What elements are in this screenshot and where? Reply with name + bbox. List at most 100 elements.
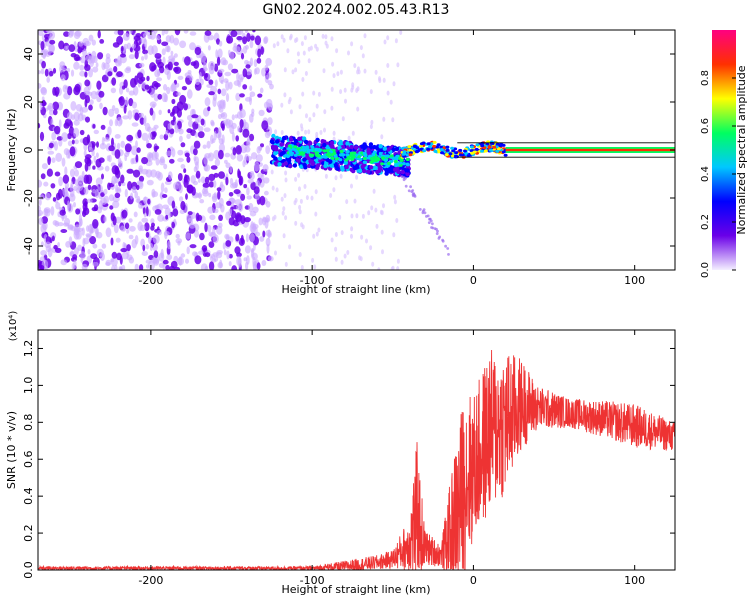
spectrogram-core-cell	[293, 145, 298, 149]
spectrogram-noise-cell	[138, 175, 145, 182]
spectrogram-noise-cell	[180, 164, 186, 169]
spectrogram-transition-cell	[445, 148, 450, 152]
spectrogram-noise-cell	[79, 251, 86, 260]
spectrogram-noise-cell	[41, 99, 46, 107]
spectrogram-faint-cell	[350, 233, 353, 239]
snr-x-axis-label: Height of straight line (km)	[281, 583, 430, 596]
spectrogram-burst-cell	[396, 169, 401, 174]
spectrogram-noise-cell	[214, 79, 218, 88]
spectrogram-noise-cell	[46, 76, 50, 83]
spectrogram-noise-cell	[114, 134, 121, 139]
spectrogram-noise-cell	[185, 258, 189, 264]
spectrogram-noise-cell	[70, 101, 77, 111]
spectrogram-noise-cell	[194, 193, 202, 198]
spectrogram-noise-cell	[177, 75, 184, 80]
spectrogram-noise-cell	[254, 35, 262, 46]
snr-x-tick-label: -200	[138, 574, 163, 587]
spectrogram-noise-cell	[79, 129, 85, 136]
spectrogram-noise-cell	[124, 143, 132, 153]
spectrogram-noise-cell	[116, 35, 124, 45]
spectrogram-noise-cell	[267, 80, 273, 86]
spectrogram-faint-cell	[273, 214, 277, 220]
spectrogram-faint-cell	[350, 226, 354, 232]
spectrogram-noise-cell	[114, 58, 119, 64]
spectrogram-noise-cell	[167, 109, 171, 114]
spectrogram-faint-cell	[343, 253, 347, 259]
spectrogram-noise-cell	[120, 53, 126, 58]
spectrogram-noise-cell	[153, 250, 159, 259]
spectrogram-noise-cell	[60, 74, 66, 82]
spectrogram-streak-cell	[409, 185, 412, 189]
spectrogram-noise-cell	[88, 104, 93, 111]
spectrogram-noise-cell	[204, 222, 208, 233]
spectrogram-noise-cell	[246, 195, 252, 200]
spectrogram-noise-cell	[175, 180, 181, 186]
spectrogram-noise-cell	[50, 31, 56, 39]
spectrogram-streak-cell	[402, 178, 406, 182]
spectrogram-core-cell	[323, 155, 328, 159]
spectrogram-burst-cell	[281, 150, 286, 155]
spectrogram-core-cell	[358, 157, 363, 161]
spectrogram-core-cell	[306, 148, 311, 152]
spectrogram-noise-cell	[110, 265, 116, 270]
spectrogram-burst-cell	[279, 142, 284, 147]
spectrogram-noise-cell	[212, 258, 217, 263]
spectrogram-noise-cell	[238, 202, 244, 212]
spectrogram-faint-cell	[378, 78, 382, 84]
spectrogram-noise-cell	[144, 53, 148, 60]
spectrogram-noise-cell	[149, 242, 154, 252]
spectrogram-noise-cell	[85, 233, 92, 238]
spectrogram-noise-cell	[249, 40, 254, 49]
spectrogram-noise-cell	[160, 182, 165, 193]
spectrogram-noise-cell	[80, 257, 84, 263]
spectrogram-faint-cell	[331, 61, 335, 67]
spectrogram-noise-cell	[240, 77, 244, 83]
spectrogram-noise-cell	[195, 170, 201, 179]
spectrogram-noise-cell	[250, 35, 255, 41]
spectrogram-faint-cell	[294, 197, 298, 203]
spectrogram-noise-cell	[254, 231, 261, 237]
spectrogram-noise-cell	[73, 111, 80, 121]
spectrogram-noise-cell	[118, 266, 122, 270]
snr-multiplier-label: (x10⁴)	[8, 311, 19, 342]
spectrogram-noise-cell	[107, 71, 113, 77]
spectrogram-core-cell	[380, 162, 385, 166]
spectrogram-noise-cell	[82, 207, 90, 216]
spectrogram-noise-cell	[190, 175, 196, 184]
snr-y-tick-label: 0.0	[22, 561, 35, 579]
spectrogram-noise-cell	[70, 69, 75, 77]
spectrogram-noise-cell	[232, 147, 237, 156]
spectrogram-noise-cell	[148, 132, 152, 141]
spectrogram-noise-cell	[143, 38, 148, 48]
spectrogram-noise-cell	[218, 149, 224, 160]
spectrogram-core-cell	[301, 145, 306, 149]
spectrogram-x-axis-label: Height of straight line (km)	[281, 283, 430, 296]
spectrogram-noise-cell	[84, 64, 91, 72]
spectrogram-transition-cell	[475, 143, 480, 147]
spectrogram-noise-cell	[240, 215, 246, 225]
spectrogram-noise-cell	[183, 178, 189, 189]
spectrogram-transition-cell	[503, 153, 508, 157]
spectrogram-noise-cell	[43, 181, 49, 187]
spectrogram-transition-cell	[454, 155, 459, 159]
spectrogram-noise-cell	[177, 173, 183, 181]
spectrogram-noise-cell	[136, 184, 140, 191]
spectrogram-faint-cell	[284, 177, 288, 183]
spectrogram-faint-cell	[394, 38, 398, 44]
spectrogram-noise-cell	[147, 154, 151, 162]
spectrogram-noise-cell	[228, 192, 234, 197]
spectrogram-faint-cell	[393, 194, 397, 200]
spectrogram-faint-cell	[317, 91, 321, 97]
spectrogram-noise-cell	[265, 201, 271, 208]
spectrogram-faint-cell	[353, 198, 357, 204]
spectrogram-noise-cell	[114, 176, 118, 184]
spectrogram-noise-cell	[64, 166, 68, 176]
spectrogram-faint-cell	[317, 227, 321, 233]
spectrogram-noise-cell	[152, 103, 156, 109]
spectrogram-noise-cell	[74, 161, 83, 169]
spectrogram-noise-cell	[181, 86, 187, 91]
spectrogram-faint-cell	[282, 206, 286, 212]
spectrogram-core-cell	[383, 158, 388, 162]
spectrogram-noise-cell	[165, 264, 170, 270]
spectrogram-noise-cell	[208, 65, 215, 75]
